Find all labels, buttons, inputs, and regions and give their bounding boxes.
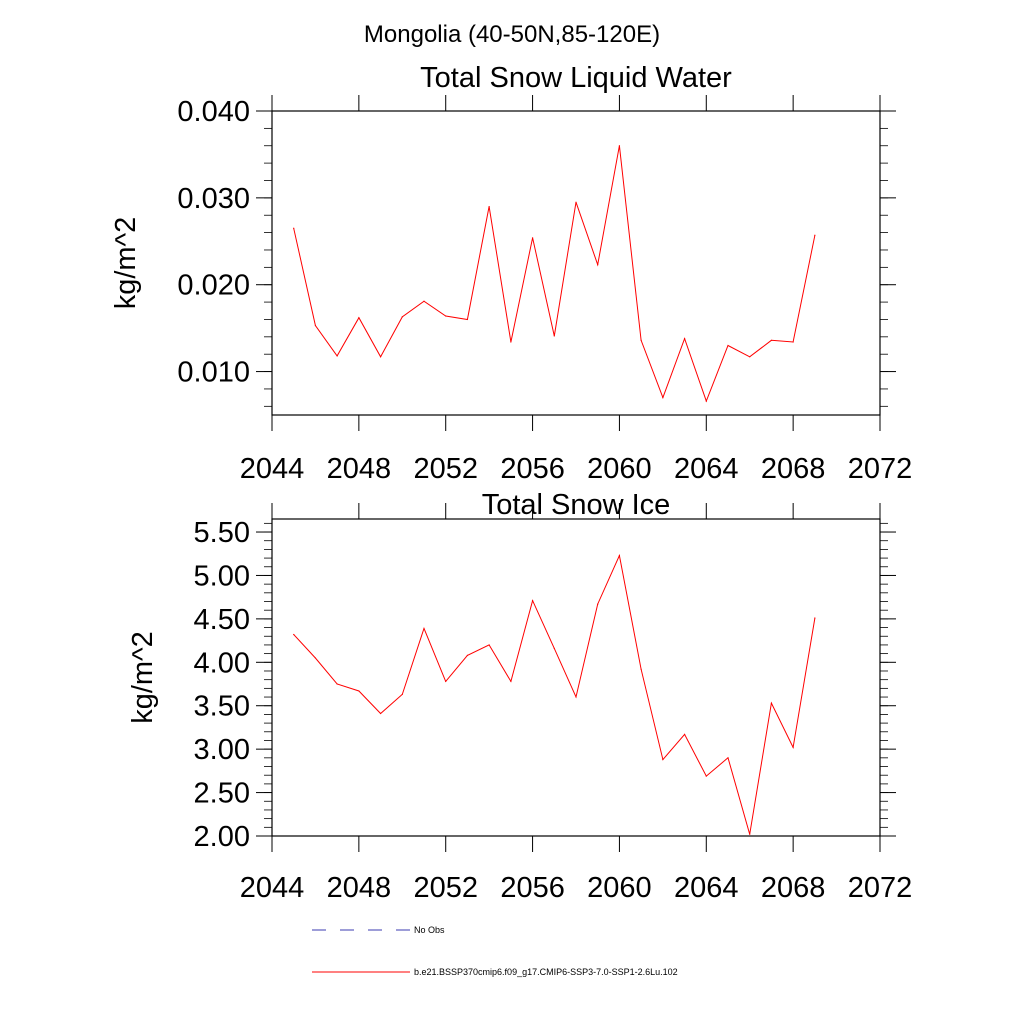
data-point xyxy=(597,603,599,605)
legend-label-no-obs: No Obs xyxy=(414,925,445,935)
x-tick-label: 2060 xyxy=(587,872,652,904)
chart-panel-liquid-water: Total Snow Liquid Water 2044 2048 2052 2056 2… xyxy=(110,62,912,485)
x-tick-label: 2068 xyxy=(761,872,826,904)
data-point xyxy=(749,833,751,835)
x-tick-label: 2064 xyxy=(674,872,739,904)
data-point xyxy=(727,757,729,759)
y-tick-label: 5.00 xyxy=(194,560,250,592)
data-point xyxy=(553,335,555,337)
data-point xyxy=(662,397,664,399)
chart-title: Total Snow Ice xyxy=(482,489,671,521)
data-point xyxy=(597,264,599,266)
chart-panel-snow-ice: Total Snow Ice 2044 2048 2052 2056 2060 2064 20… xyxy=(127,489,912,904)
x-tick-label: 2060 xyxy=(587,453,652,485)
data-point xyxy=(336,683,338,685)
y-axis-label: kg/m^2 xyxy=(110,217,142,310)
data-point xyxy=(553,647,555,650)
data-point xyxy=(401,693,403,696)
data-point xyxy=(488,644,490,646)
legend: No Obs b.e21.BSSP370cmip6.f09_g17.CMIP6-… xyxy=(312,925,678,977)
data-point xyxy=(510,680,512,683)
data-point xyxy=(792,341,794,343)
y-tick-label: 3.00 xyxy=(194,734,250,766)
y-axis-label: kg/m^2 xyxy=(127,631,159,724)
x-tick-label: 2072 xyxy=(848,872,913,904)
data-point xyxy=(662,758,664,761)
plot-frame xyxy=(271,110,881,416)
x-tick-label: 2052 xyxy=(413,453,478,485)
data-point xyxy=(749,356,751,358)
data-point xyxy=(401,316,403,318)
data-point xyxy=(792,746,794,749)
data-point xyxy=(640,668,642,670)
data-point xyxy=(705,400,707,402)
x-tick-label: 2072 xyxy=(848,453,913,485)
data-point xyxy=(293,227,295,229)
data-point xyxy=(618,145,621,147)
legend-label-model-run: b.e21.BSSP370cmip6.f09_g17.CMIP6-SSP3-7.… xyxy=(414,967,678,977)
y-tick-label: 3.50 xyxy=(194,691,250,723)
y-tick-label: 0.010 xyxy=(177,357,250,389)
series-line xyxy=(293,145,816,403)
data-point xyxy=(510,341,512,343)
data-point xyxy=(770,339,773,341)
y-tick-label: 0.020 xyxy=(177,270,250,302)
data-point xyxy=(445,315,447,317)
y-tick-label: 2.00 xyxy=(194,821,250,853)
data-point xyxy=(358,317,360,319)
y-tick-label: 0.040 xyxy=(177,96,250,128)
data-point xyxy=(293,633,295,636)
data-point xyxy=(814,617,816,619)
data-point xyxy=(770,702,773,704)
data-point xyxy=(531,600,534,602)
x-tick-label: 2056 xyxy=(500,453,565,485)
y-tick-label: 4.50 xyxy=(194,604,250,636)
data-point xyxy=(814,234,816,236)
data-point xyxy=(531,237,534,239)
data-point xyxy=(336,355,338,357)
y-tick-label: 4.00 xyxy=(194,647,250,679)
data-point xyxy=(445,680,447,683)
data-point xyxy=(379,712,382,715)
data-point xyxy=(640,339,642,341)
plot-frame xyxy=(271,518,881,837)
data-point xyxy=(683,733,686,735)
x-tick-label: 2068 xyxy=(761,453,826,485)
x-tick-label: 2048 xyxy=(327,453,392,485)
y-tick-label: 2.50 xyxy=(194,778,250,810)
x-tick-label: 2064 xyxy=(674,453,739,485)
data-point xyxy=(466,318,469,321)
data-point xyxy=(488,205,490,208)
data-point xyxy=(575,201,577,203)
data-point xyxy=(423,627,425,630)
data-point xyxy=(727,344,729,347)
data-point xyxy=(683,337,686,340)
data-point xyxy=(314,657,317,659)
data-point xyxy=(618,554,621,557)
data-point xyxy=(314,324,317,327)
x-tick-label: 2052 xyxy=(413,872,478,904)
data-point xyxy=(379,356,382,358)
data-point xyxy=(358,690,360,692)
data-point xyxy=(466,654,469,656)
data-point xyxy=(575,696,577,698)
x-tick-label: 2044 xyxy=(240,453,305,485)
series-line xyxy=(293,553,816,835)
data-point xyxy=(705,775,707,777)
y-tick-label: 5.50 xyxy=(194,517,250,549)
data-point xyxy=(423,300,425,302)
chart-title: Total Snow Liquid Water xyxy=(420,62,732,94)
x-tick-label: 2056 xyxy=(500,872,565,904)
y-tick-label: 0.030 xyxy=(177,183,250,215)
x-tick-label: 2044 xyxy=(240,872,305,904)
x-tick-label: 2048 xyxy=(327,872,392,904)
figure-title: Mongolia (40-50N,85-120E) xyxy=(364,21,660,48)
